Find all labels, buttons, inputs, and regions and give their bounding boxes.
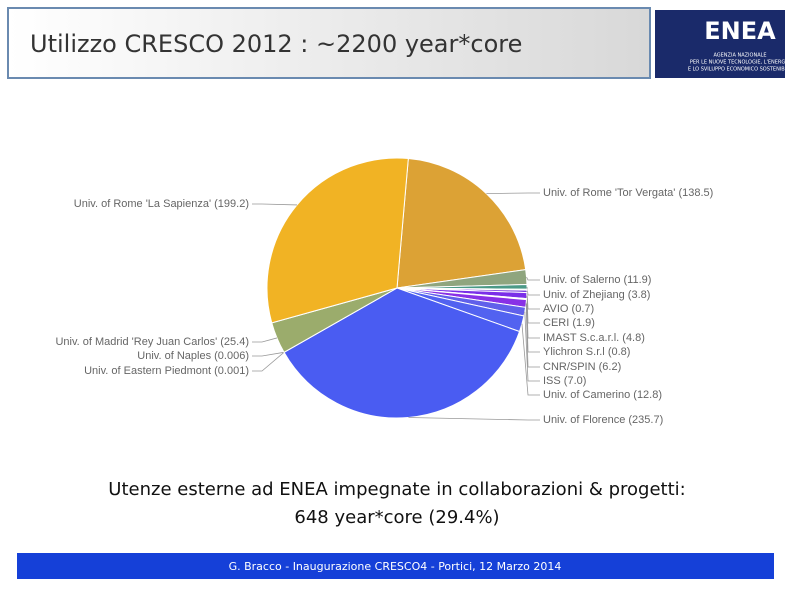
leader-line — [526, 289, 540, 310]
slice-label: CERI (1.9) — [543, 317, 595, 329]
slice-value: (199.2) — [214, 198, 249, 210]
slice-value: (1.9) — [572, 317, 595, 329]
slice-value: (0.7) — [572, 303, 595, 315]
slice-value: (0.8) — [608, 346, 631, 358]
logo-name: ENEA — [704, 17, 776, 45]
leader-line — [521, 323, 540, 396]
slice-name: IMAST S.c.a.r.l. — [543, 332, 619, 344]
leader-line — [252, 203, 298, 206]
slice-name: Univ. of Zhejiang — [543, 289, 625, 301]
leader-line — [252, 351, 285, 372]
slice-label: Univ. of Eastern Piedmont (0.001) — [84, 365, 249, 377]
slice-name: CERI — [543, 317, 569, 329]
slice-label: Ylichron S.r.l (0.8) — [543, 346, 630, 358]
footer: G. Bracco - Inaugurazione CRESCO4 - Port… — [229, 560, 562, 573]
caption: Utenze esterne ad ENEA impegnate in coll… — [108, 479, 685, 500]
slice-label: Univ. of Zhejiang (3.8) — [543, 289, 650, 301]
slice-name: Univ. of Rome 'La Sapienza' — [74, 198, 211, 210]
slice-label: Univ. of Camerino (12.8) — [543, 389, 662, 401]
slice-name: Univ. of Rome 'Tor Vergata' — [543, 187, 675, 199]
leader-line — [252, 337, 278, 343]
leader-line — [408, 417, 540, 421]
slice-name: ISS — [543, 375, 561, 387]
slice-name: Univ. of Eastern Piedmont — [84, 365, 211, 377]
slice-name: Univ. of Salerno — [543, 274, 620, 286]
slice-label: AVIO (0.7) — [543, 303, 594, 315]
logo — [655, 10, 785, 78]
slice-label: Univ. of Madrid 'Rey Juan Carlos' (25.4) — [55, 336, 249, 348]
pie-chart: Univ. of Rome 'Tor Vergata' (138.5)Univ.… — [55, 157, 713, 426]
slice-name: Ylichron S.r.l — [543, 346, 605, 358]
slice-label: IMAST S.c.a.r.l. (4.8) — [543, 332, 645, 344]
slice-value: (0.006) — [214, 350, 249, 362]
slice-label: CNR/SPIN (6.2) — [543, 361, 621, 373]
slice-value: (6.2) — [599, 361, 622, 373]
logo-line: PER LE NUOVE TECNOLOGIE, L'ENERGIA — [690, 60, 791, 66]
slice-value: (11.9) — [624, 274, 652, 286]
title-box — [7, 7, 651, 79]
slice-name: Univ. of Florence — [543, 414, 625, 426]
slice-value: (4.8) — [622, 332, 645, 344]
slice-value: (25.4) — [220, 336, 249, 348]
slice-name: Univ. of Camerino — [543, 389, 630, 401]
slice-name: CNR/SPIN — [543, 361, 596, 373]
pie-slice — [266, 157, 409, 324]
slice-value: (235.7) — [628, 414, 663, 426]
leader-line — [526, 286, 540, 296]
footer-bar — [17, 553, 774, 579]
slice-label: Univ. of Rome 'Tor Vergata' (138.5) — [543, 187, 713, 199]
leader-line — [252, 351, 285, 357]
slice-name: Univ. of Naples — [137, 350, 211, 362]
slice-label: ISS (7.0) — [543, 375, 586, 387]
slice-label: Univ. of Salerno (11.9) — [543, 274, 651, 286]
caption: 648 year*core (29.4%) — [294, 507, 499, 528]
pie-slice — [396, 157, 527, 289]
slice-value: (12.8) — [633, 389, 662, 401]
slice-value: (3.8) — [628, 289, 651, 301]
leader-line — [524, 311, 540, 382]
leader-line — [526, 295, 540, 339]
leader-line — [525, 303, 540, 368]
slide-title: Utilizzo CRESCO 2012 : ~2200 year*core — [30, 30, 522, 58]
slice-value: (7.0) — [564, 375, 587, 387]
slice-value: (0.001) — [214, 365, 249, 377]
leader-line — [526, 299, 540, 353]
leader-line — [526, 291, 540, 324]
slice-label: Univ. of Florence (235.7) — [543, 414, 663, 426]
leader-line — [526, 276, 540, 281]
slice-value: (138.5) — [678, 187, 713, 199]
slice-name: Univ. of Madrid 'Rey Juan Carlos' — [55, 336, 217, 348]
logo-line: E LO SVILUPPO ECONOMICO SOSTENIBILE — [688, 67, 792, 73]
slice-label: Univ. of Rome 'La Sapienza' (199.2) — [74, 198, 249, 210]
slice-label: Univ. of Naples (0.006) — [137, 350, 249, 362]
logo-line: AGENZIA NAZIONALE — [713, 53, 766, 59]
leader-line — [486, 192, 540, 194]
slice-name: AVIO — [543, 303, 569, 315]
